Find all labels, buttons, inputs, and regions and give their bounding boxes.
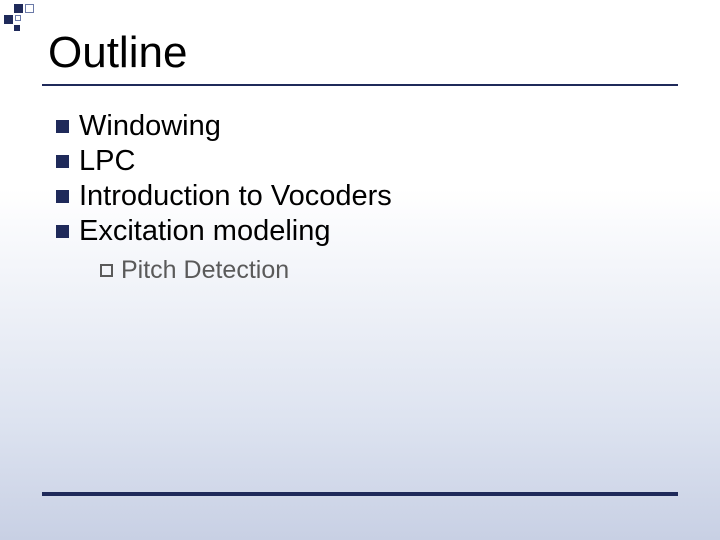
bullet-marker-icon: [56, 120, 69, 133]
bullet-text: Excitation modeling: [79, 215, 330, 248]
sub-bullet-text: Pitch Detection: [121, 256, 289, 285]
bottom-divider: [42, 492, 678, 496]
slide-title: Outline: [48, 28, 672, 78]
bullet-item: LPC: [56, 145, 672, 178]
sub-bullet-item: Pitch Detection: [100, 256, 672, 285]
bullet-text: Introduction to Vocoders: [79, 180, 392, 213]
bullet-marker-icon: [56, 155, 69, 168]
bullet-text: LPC: [79, 145, 135, 178]
bullet-marker-icon: [56, 190, 69, 203]
title-underline: [42, 84, 678, 86]
content-area: Windowing LPC Introduction to Vocoders E…: [48, 110, 672, 285]
bullet-item: Introduction to Vocoders: [56, 180, 672, 213]
bullet-text: Windowing: [79, 110, 221, 143]
slide-container: Outline Windowing LPC Introduction to Vo…: [0, 0, 720, 540]
bullet-item: Excitation modeling: [56, 215, 672, 248]
bullet-marker-icon: [56, 225, 69, 238]
sub-bullet-marker-icon: [100, 264, 113, 277]
bullet-item: Windowing: [56, 110, 672, 143]
